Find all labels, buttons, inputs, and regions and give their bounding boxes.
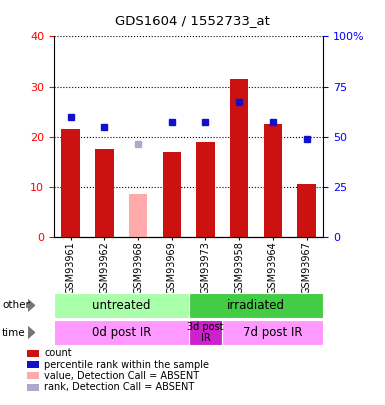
Text: value, Detection Call = ABSENT: value, Detection Call = ABSENT [44,371,199,381]
Bar [162,152,181,237]
Text: time: time [2,328,25,337]
Polygon shape [28,326,35,339]
Bar [230,79,248,237]
Polygon shape [28,299,35,311]
Bar [264,124,282,237]
Bar [297,184,316,237]
Text: GDS1604 / 1552733_at: GDS1604 / 1552733_at [115,14,270,27]
Text: rank, Detection Call = ABSENT: rank, Detection Call = ABSENT [44,382,194,392]
Text: other: other [2,301,30,310]
Bar [62,129,80,237]
Text: irradiated: irradiated [227,299,285,312]
Text: 0d post IR: 0d post IR [92,326,151,339]
Text: percentile rank within the sample: percentile rank within the sample [44,360,209,369]
Bar [129,194,147,237]
Text: count: count [44,348,72,358]
Text: untreated: untreated [92,299,151,312]
Bar [95,149,114,237]
Text: 7d post IR: 7d post IR [243,326,303,339]
Bar [196,142,215,237]
Text: 3d post
IR: 3d post IR [187,322,224,343]
